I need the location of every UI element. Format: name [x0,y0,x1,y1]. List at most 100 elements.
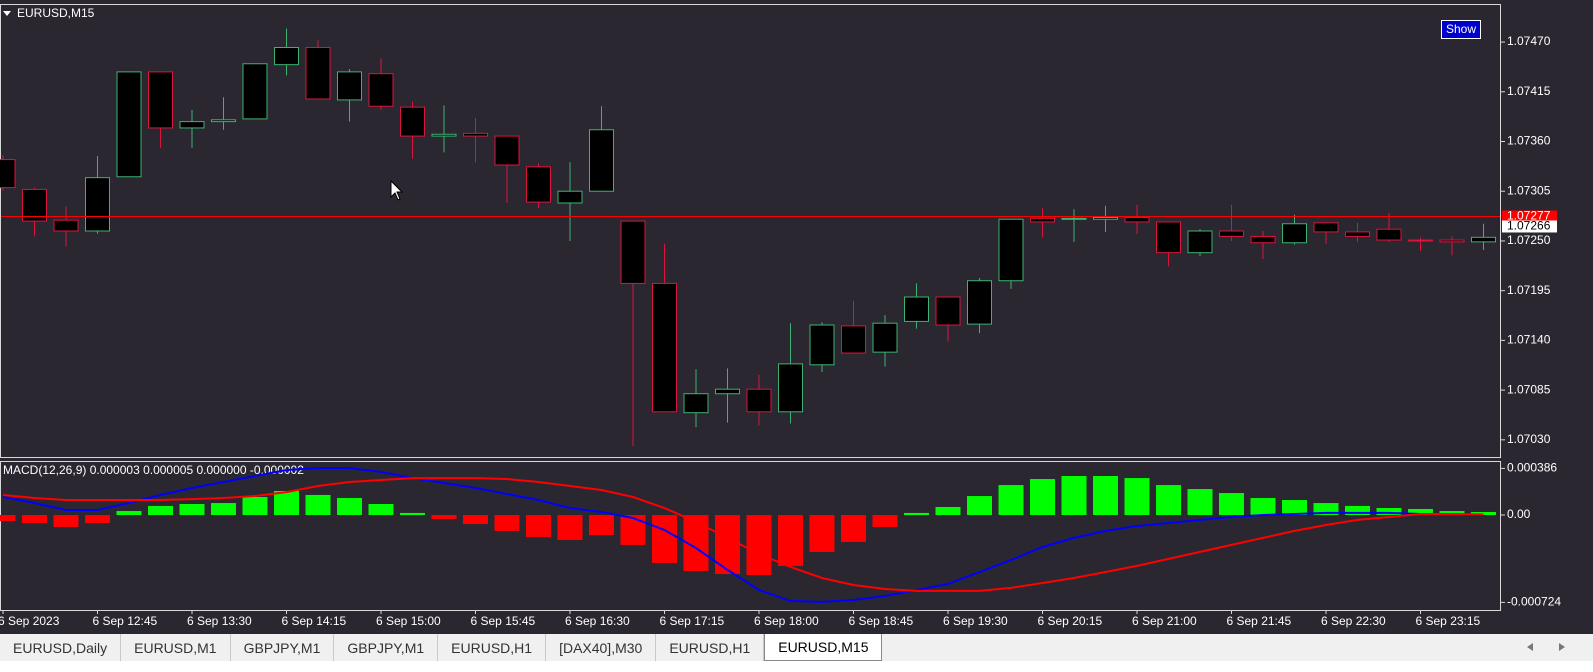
y-tick-label: -0.000724 [1507,595,1561,609]
histogram-bar [211,503,236,515]
x-tick-label: 6 Sep 14:15 [282,614,347,628]
y-tick-label: 1.07030 [1507,432,1551,446]
candle-body [1250,235,1276,244]
candle-body [1061,217,1087,220]
tab-bar: EURUSD,Daily EURUSD,M1 GBPJPY,M1 GBPJPY,M1 E… [0,634,1593,661]
candle-body [1030,217,1055,223]
histogram-bar [431,514,457,519]
candle-body [116,71,142,178]
histogram-bar [179,504,205,515]
histogram-bar [526,514,551,537]
candle-body [22,188,47,222]
x-tick-label: 6 Sep 21:45 [1227,614,1292,628]
histogram-bar [872,514,898,527]
x-tick-label: 6 Sep 19:30 [943,614,1008,628]
candle-body [715,388,740,395]
candle-body [589,129,614,192]
candle-body [179,121,205,129]
histogram-bar [809,514,835,552]
scroll-right[interactable] [1559,643,1565,651]
histogram-bar [1093,476,1118,515]
candle-body [1093,216,1118,220]
histogram-bar [494,514,520,531]
candle-body [967,280,992,325]
candle-body [0,159,16,189]
scroll-left[interactable] [1527,643,1533,651]
histogram-bar [400,512,425,515]
x-tick-label: 6 Sep 23:15 [1416,614,1481,628]
chart-tab[interactable]: EURUSD,Daily [0,634,122,661]
histogram-bar [148,505,173,515]
y-tick-label: 1.07250 [1507,233,1551,247]
histogram-bar [589,514,614,536]
chart-tab[interactable]: EURUSD,H1 [656,634,765,661]
candle-body [211,119,236,123]
x-tick-label: 6 Sep 2023 [0,614,60,628]
histogram-bar [935,507,961,515]
histogram-bar [1187,489,1213,515]
chart-tab[interactable]: GBPJPY,M1 [334,634,439,661]
histogram-bar [1313,503,1339,515]
chart-tab[interactable]: EURUSD,M15 [764,634,883,661]
histogram-bar [116,511,142,515]
bid-label: 1.07266 [1507,219,1551,233]
candle-body [998,218,1024,282]
histogram-bar [1124,478,1150,515]
histogram-bar [1219,493,1244,515]
histogram-bar [620,514,646,545]
candle-body [337,71,362,101]
collapse-arrow[interactable] [3,11,11,16]
histogram-bar [652,514,677,563]
x-tick-label: 6 Sep 18:45 [849,614,914,628]
histogram-bar [967,496,992,515]
candle-body [778,363,803,413]
candle-body [935,296,961,326]
histogram-bar [274,490,299,515]
histogram-bar [841,514,866,543]
indicator-line [2,477,1484,592]
show-button-label[interactable]: Show [1446,22,1476,36]
chart-tab[interactable]: [DAX40],M30 [546,634,657,661]
candle-body [431,133,457,137]
histogram-bar [1345,505,1370,515]
ask-label: 1.07277 [1507,209,1551,223]
histogram-bar [1282,500,1307,515]
y-tick-label: 1.07140 [1507,333,1551,347]
x-tick-label: 6 Sep 22:30 [1321,614,1386,628]
histogram-bar [242,497,268,515]
histogram-bar [1376,507,1402,515]
terminal-chart: EURUSD,M15 MACD(12,26,9) 0.000003 0.0000… [0,0,1593,634]
mouse-cursor [390,179,404,201]
histogram-bar [904,512,929,515]
chart-tab[interactable]: GBPJPY,M1 [231,634,335,661]
x-tick-label: 6 Sep 15:00 [376,614,441,628]
candle-body [148,71,173,129]
chart-tab[interactable]: EURUSD,H1 [438,634,547,661]
candle-body [1376,228,1402,241]
y-tick-label: 1.07415 [1507,84,1551,98]
histogram-bar [1061,476,1087,515]
histogram-bar [557,514,583,540]
main-window-frame [0,4,1501,458]
show-button[interactable] [1441,20,1481,39]
histogram-bar [1408,508,1433,515]
histogram-bar [85,514,110,523]
histogram-bar [368,504,394,515]
x-tick-label: 6 Sep 20:15 [1038,614,1103,628]
ask-label-box [1502,210,1557,223]
histogram-bar [22,514,47,523]
candle-body [1439,239,1465,243]
candle-body [53,219,79,232]
histogram-bar [1156,485,1181,515]
candle-body [1408,239,1433,242]
candle-body [557,190,583,204]
histogram-bar [1250,497,1276,515]
candle-body [1345,231,1370,237]
x-tick-label: 6 Sep 13:30 [187,614,252,628]
candle-body [872,322,898,353]
y-tick-label: 0.000386 [1507,461,1557,475]
chart-tab[interactable]: EURUSD,M1 [121,634,231,661]
candle-body [1313,222,1339,233]
candle-body [620,220,646,284]
candle-body [841,325,866,354]
